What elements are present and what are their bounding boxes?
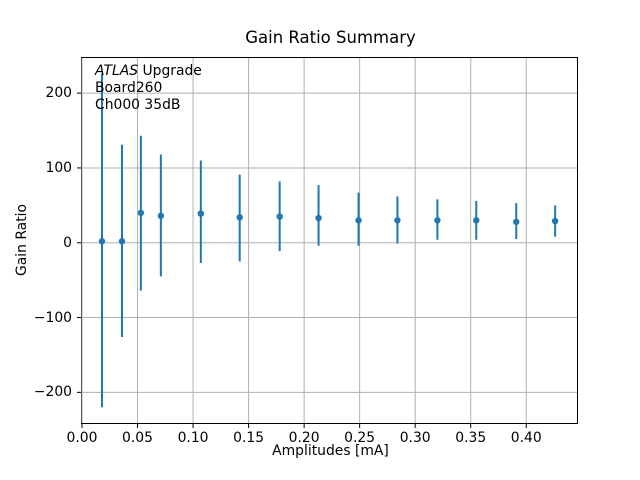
plot-area: ATLAS Upgrade Board260 Ch000 35dB: [77, 57, 578, 428]
x-tick-label: 0.15: [233, 430, 265, 446]
plot-canvas: [77, 58, 577, 428]
data-point-marker: [394, 217, 401, 224]
data-point-marker: [98, 238, 106, 245]
annotation-line-1: ATLAS Upgrade: [95, 63, 202, 80]
x-tick-label: 0.40: [510, 430, 542, 446]
data-point-marker: [355, 217, 362, 224]
x-tick-label: 0.00: [66, 430, 98, 446]
data-point-marker: [551, 217, 559, 225]
plot-annotation: ATLAS Upgrade Board260 Ch000 35dB: [95, 63, 202, 114]
data-point-marker: [137, 209, 145, 217]
annotation-atlas-italic: ATLAS: [95, 63, 139, 79]
data-point-marker: [473, 217, 480, 224]
y-tick-label: 0: [63, 234, 72, 251]
y-tick-label: 100: [45, 159, 72, 176]
chart-title: Gain Ratio Summary: [245, 28, 416, 47]
x-tick-label: 0.35: [455, 430, 487, 446]
y-tick-label: −100: [33, 309, 72, 326]
y-tick-label: 200: [45, 85, 72, 102]
y-tick-label: −200: [33, 384, 72, 401]
data-point-marker: [276, 213, 283, 220]
data-point-marker: [513, 218, 520, 226]
data-point-marker: [434, 217, 441, 224]
annotation-line-3: Ch000 35dB: [95, 97, 181, 113]
data-point-marker: [197, 210, 205, 217]
x-axis-label: Amplitudes [mA]: [272, 443, 389, 459]
data-point-marker: [315, 214, 322, 222]
data-point-marker: [236, 214, 243, 221]
data-point-marker: [157, 212, 165, 220]
annotation-upgrade-text: Upgrade: [138, 63, 202, 79]
x-tick-label: 0.20: [288, 430, 320, 446]
x-tick-label: 0.25: [344, 430, 376, 446]
data-point-marker: [118, 238, 126, 245]
x-tick-label: 0.05: [122, 430, 153, 446]
annotation-line-2: Board260: [95, 80, 163, 96]
x-tick-label: 0.30: [399, 430, 431, 446]
x-tick-label: 0.10: [177, 430, 209, 446]
